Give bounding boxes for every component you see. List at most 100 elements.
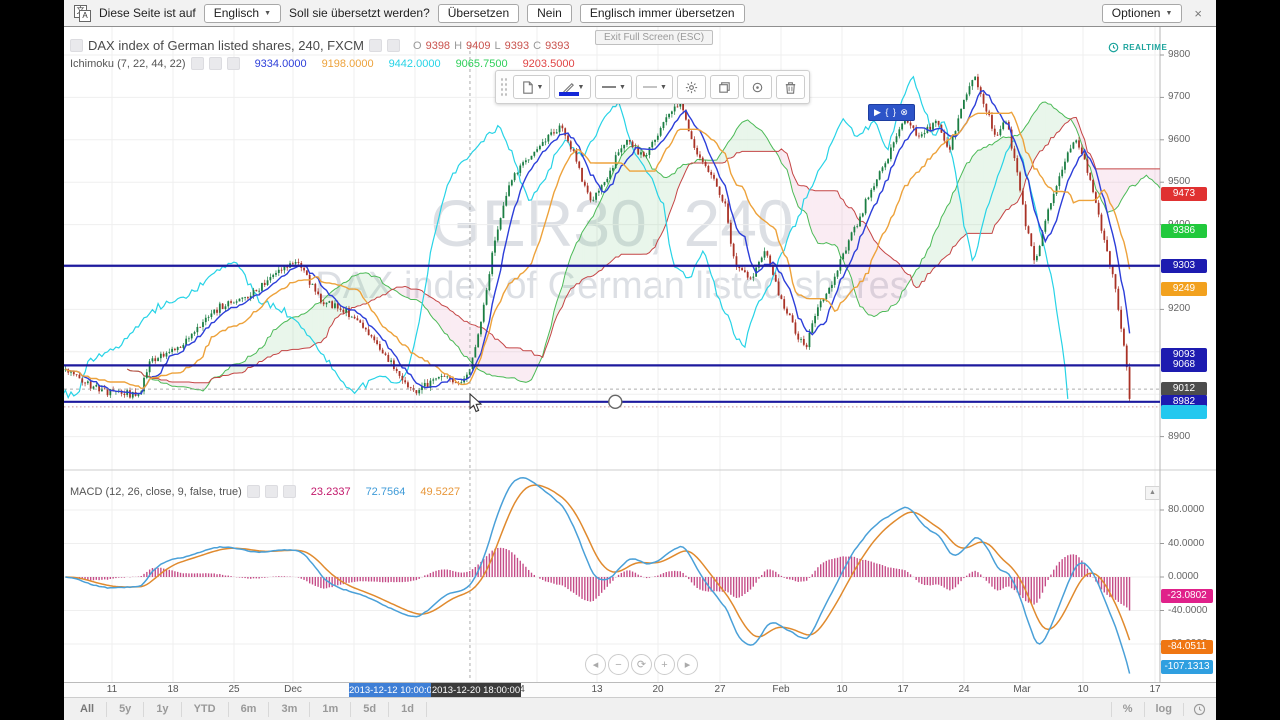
scroll-right-button[interactable]: ▸ — [677, 654, 698, 675]
translate-text-1: Diese Seite ist auf — [99, 6, 196, 20]
language-dropdown[interactable]: Englisch ▼ — [203, 3, 282, 23]
macd-value: 49.5227 — [420, 485, 461, 498]
price-badge-9068: 9068 — [1161, 358, 1207, 373]
symbol-icon[interactable] — [70, 39, 83, 52]
price-tick-9200: 9200 — [1168, 303, 1191, 315]
eye-icon[interactable] — [369, 39, 383, 52]
gear-icon[interactable] — [264, 485, 278, 498]
scale-button-%[interactable]: % — [1110, 701, 1144, 717]
chevron-down-icon: ▼ — [1165, 9, 1173, 17]
chart-region: GER30, 240 DAX index of German listed sh… — [64, 27, 1216, 720]
scroll-left-button[interactable]: ◂ — [585, 654, 606, 675]
realtime-indicator: REALTIME — [1108, 42, 1167, 53]
crosshair — [64, 45, 1160, 679]
time-badge-1: 2013-12-20 18:00:00 — [431, 683, 521, 698]
script-widget-badge[interactable]: ▶ { } ⊗ — [868, 104, 915, 121]
ohlc-key: H — [454, 39, 463, 52]
time-axis[interactable]: 11 18 25 Dec 4 13 20 27 Feb 10 17 24 Mar 10 17 2013-12-… — [64, 682, 1216, 698]
time-label-10: 10 — [1077, 684, 1089, 695]
close-icon[interactable] — [282, 485, 296, 498]
line-width-button[interactable]: ▼ — [595, 75, 632, 99]
clone-button[interactable] — [710, 75, 739, 99]
price-badge-9303: 9303 — [1161, 258, 1207, 273]
chart-navigation: ◂ − ⟳ + ▸ — [585, 654, 698, 675]
senkou-b-line — [126, 116, 1160, 384]
time-label-24: 24 — [958, 684, 970, 695]
scale-button-log[interactable]: log — [1143, 701, 1184, 717]
visibility-button[interactable] — [743, 75, 772, 99]
clone-icon — [719, 81, 730, 93]
color-swatch — [559, 92, 579, 96]
price-tick-9500: 9500 — [1168, 176, 1191, 188]
ichimoku-value: 9203.5000 — [522, 57, 575, 70]
template-button[interactable]: ▼ — [513, 75, 550, 99]
range-button-5y[interactable]: 5y — [107, 701, 145, 717]
price-badge-8982: 8982 — [1161, 394, 1207, 409]
line-icon — [602, 86, 617, 88]
kijun-line — [65, 111, 1131, 390]
eye-icon — [752, 82, 763, 92]
ohlc-key: C — [533, 39, 542, 52]
drag-handle[interactable] — [500, 77, 509, 97]
always-translate-button[interactable]: Englisch immer übersetzen — [579, 3, 745, 23]
gear-icon[interactable] — [208, 57, 222, 70]
ohlc-key: O — [413, 39, 422, 52]
range-button-5d[interactable]: 5d — [351, 701, 390, 717]
range-button-1m[interactable]: 1m — [310, 701, 352, 717]
time-settings-button[interactable] — [1183, 702, 1216, 716]
price-tick-9800: 9800 — [1168, 49, 1191, 60]
ohlc-value: 9393 — [504, 39, 530, 52]
trading-app-window: 文A Diese Seite ist auf Englisch▼ Soll si… — [64, 0, 1216, 720]
price-and-macd-plot[interactable] — [64, 27, 1216, 682]
zoom-in-button[interactable]: + — [654, 654, 675, 675]
macd-tick--40.0000: -40.0000 — [1168, 604, 1208, 616]
translate-button[interactable]: Übersetzen — [437, 3, 520, 23]
price-axis[interactable]: 980097009600950094009200890080.000040.00… — [1160, 27, 1216, 682]
range-button-All[interactable]: All — [68, 701, 108, 717]
price-badge-9473: 9473 — [1161, 186, 1207, 201]
translate-icon: 文A — [74, 4, 91, 22]
range-button-3m[interactable]: 3m — [269, 701, 311, 717]
chevron-down-icon: ▼ — [536, 83, 544, 91]
fullscreen-tooltip: Exit Full Screen (ESC) — [595, 30, 714, 45]
time-label-Mar: Mar — [1013, 684, 1031, 695]
price-badge-9012: 9012 — [1161, 382, 1207, 397]
ohlc-value: 9409 — [466, 39, 491, 52]
line-handle[interactable] — [608, 394, 623, 410]
eye-icon[interactable] — [190, 57, 204, 70]
range-button-1d[interactable]: 1d — [389, 701, 427, 717]
eye-icon[interactable] — [246, 485, 260, 498]
color-picker-button[interactable]: ▼ — [554, 75, 591, 99]
zoom-out-button[interactable]: − — [608, 654, 629, 675]
no-button[interactable]: Nein — [527, 3, 572, 23]
line-style-button[interactable]: ▼ — [636, 75, 673, 99]
reset-zoom-button[interactable]: ⟳ — [631, 654, 652, 675]
time-label-13: 13 — [591, 684, 603, 695]
trash-icon — [785, 81, 796, 94]
chart-title: DAX index of German listed shares, 240, … — [88, 38, 365, 53]
menu-icon[interactable] — [387, 39, 401, 52]
range-button-YTD[interactable]: YTD — [182, 701, 229, 717]
price-series — [64, 73, 1131, 402]
close-icon[interactable] — [226, 57, 240, 70]
ohlc-value: 9393 — [545, 39, 570, 52]
options-dropdown[interactable]: Optionen ▼ — [1101, 3, 1183, 23]
price-tick-8900: 8900 — [1168, 430, 1191, 442]
chevron-down-icon: ▼ — [660, 83, 667, 91]
ohlc-key: L — [494, 39, 501, 52]
senkou-a-line — [126, 101, 1160, 392]
collapse-pane-button[interactable]: ▲ — [1145, 486, 1160, 500]
time-label-Feb: Feb — [772, 684, 790, 695]
settings-button[interactable] — [677, 75, 706, 99]
ichimoku-cloud — [126, 101, 1160, 392]
time-label-Dec: Dec — [284, 684, 302, 695]
horizontal-line-drawings[interactable] — [64, 264, 1160, 408]
delete-button[interactable] — [776, 75, 805, 99]
time-label-10: 10 — [836, 684, 848, 695]
macd-value: 23.2337 — [310, 485, 351, 498]
range-button-1y[interactable]: 1y — [144, 701, 182, 717]
range-button-6m[interactable]: 6m — [229, 701, 270, 717]
close-icon[interactable]: × — [1194, 5, 1202, 21]
time-label-17: 17 — [1149, 684, 1161, 695]
macd-label: MACD (12, 26, close, 9, false, true) — [70, 485, 242, 498]
